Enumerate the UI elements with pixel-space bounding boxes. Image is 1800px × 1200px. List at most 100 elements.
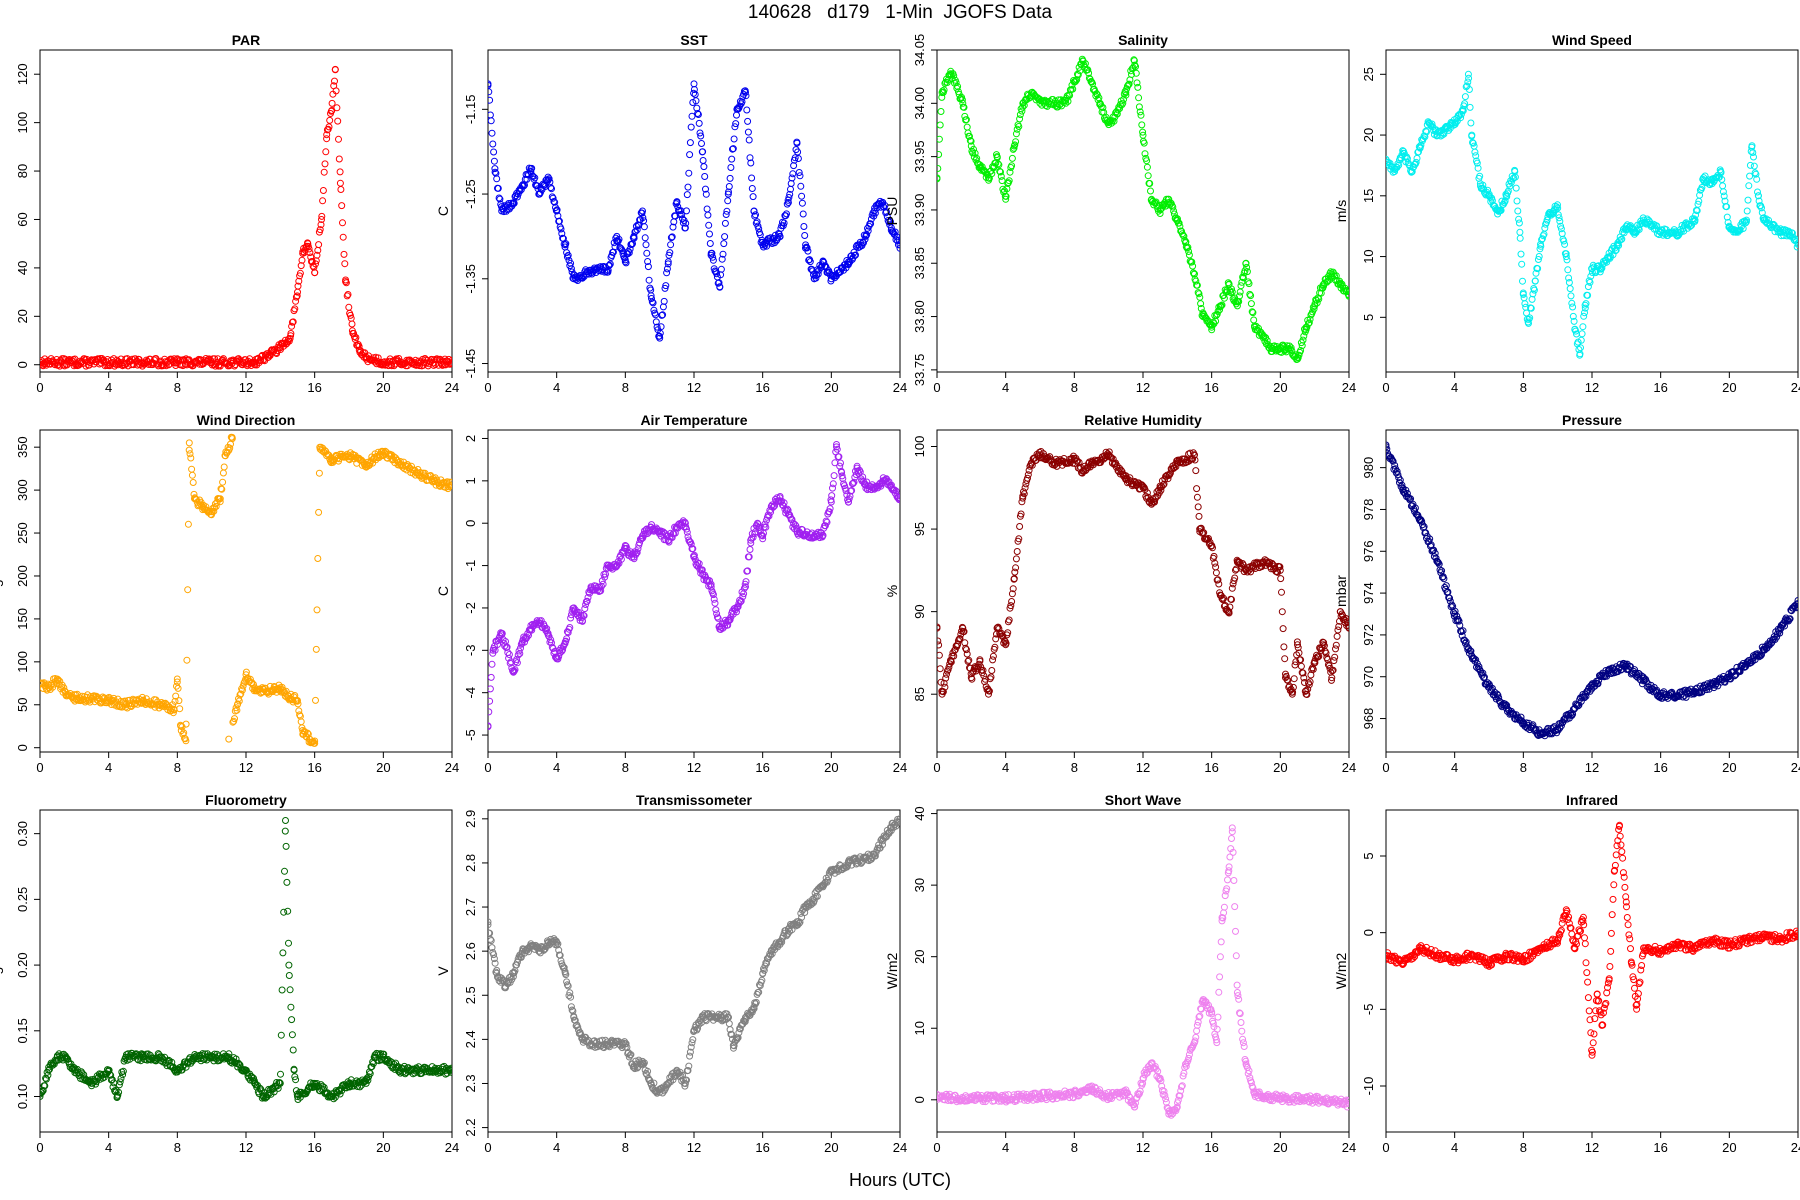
data-point: [1143, 157, 1151, 165]
data-point: [829, 484, 836, 492]
data-point: [1700, 174, 1708, 182]
y-axis-label: C: [435, 206, 451, 216]
data-point: [220, 463, 228, 471]
data-point: [513, 659, 521, 667]
data-point: [690, 89, 698, 97]
plot-frame: [936, 429, 1350, 753]
x-tick-label: 20: [1273, 380, 1287, 395]
data-point: [1105, 121, 1113, 129]
data-point: [1395, 161, 1403, 169]
data-point: [1300, 332, 1308, 340]
data-point: [959, 99, 967, 107]
data-point: [847, 487, 855, 495]
data-point: [728, 155, 736, 163]
y-tick-label: 33.75: [912, 354, 927, 387]
data-point: [746, 154, 754, 162]
data-point: [758, 531, 766, 539]
data-point: [1132, 69, 1140, 77]
data-point: [687, 540, 695, 548]
data-point: [681, 224, 689, 232]
data-point: [544, 176, 552, 184]
data-point: [1015, 535, 1023, 543]
data-point: [781, 505, 789, 513]
data-point: [783, 210, 790, 218]
data-point: [448, 482, 452, 490]
data-point: [1617, 236, 1625, 244]
y-tick-label: 100: [15, 112, 30, 134]
data-point: [709, 256, 717, 264]
y-tick-label: -1.45: [463, 349, 478, 379]
data-point: [720, 240, 728, 248]
plot-pressure: Pressurembar0481216202496897097297497697…: [1333, 412, 1800, 775]
data-point: [1694, 200, 1702, 208]
data-point: [544, 173, 552, 181]
data-point: [1133, 79, 1141, 87]
data-point: [954, 83, 962, 90]
x-tick-label: 4: [105, 760, 112, 775]
data-point: [491, 165, 499, 173]
data-point: [40, 1089, 46, 1097]
data-point: [488, 129, 496, 137]
data-point: [1777, 625, 1785, 633]
data-point: [488, 88, 493, 96]
data-point: [1746, 172, 1754, 180]
x-tick-label: 20: [1722, 760, 1736, 775]
data-point: [505, 651, 513, 658]
data-point: [641, 234, 649, 242]
data-point: [1119, 99, 1127, 107]
data-point: [336, 168, 344, 176]
data-point: [991, 643, 999, 651]
data-point: [1459, 627, 1467, 635]
data-point: [721, 233, 729, 241]
data-point: [828, 492, 836, 500]
data-point: [1088, 459, 1095, 467]
y-tick-label: 0.10: [15, 1084, 30, 1109]
data-point: [1143, 163, 1151, 171]
data-point: [199, 503, 207, 511]
data-point: [1345, 291, 1349, 299]
data-point: [570, 604, 578, 612]
data-point: [1344, 290, 1349, 298]
x-tick-label: 24: [445, 760, 459, 775]
data-point: [1247, 292, 1255, 300]
data-point: [1250, 316, 1258, 324]
data-point: [1216, 302, 1224, 310]
data-point: [678, 210, 686, 218]
y-tick-label: 15: [1361, 189, 1376, 203]
data-point: [580, 612, 588, 620]
data-point: [548, 185, 555, 193]
x-tick-label: 8: [622, 380, 629, 395]
data-point: [887, 481, 895, 489]
data-point: [1409, 500, 1417, 508]
x-tick-label: 4: [1002, 380, 1009, 395]
data-point: [510, 199, 518, 206]
data-point: [810, 275, 818, 283]
plot-title: Pressure: [1562, 412, 1622, 428]
data-point: [310, 263, 318, 271]
data-point: [1720, 192, 1728, 200]
data-point: [320, 168, 328, 176]
data-point: [1568, 299, 1576, 307]
data-point: [189, 479, 197, 486]
data-point: [1193, 493, 1201, 501]
data-point: [827, 275, 835, 283]
data-point: [804, 247, 812, 255]
data-point: [784, 199, 792, 206]
data-point: [1455, 617, 1463, 625]
data-point: [1072, 77, 1080, 85]
data-point: [997, 168, 1004, 176]
data-point: [202, 503, 210, 511]
data-point: [694, 111, 702, 118]
data-point: [1192, 277, 1200, 285]
data-point: [287, 332, 295, 340]
data-point: [448, 478, 452, 486]
data-point: [1297, 656, 1305, 664]
data-point: [108, 1076, 116, 1084]
data-point: [956, 635, 964, 642]
data-point: [1170, 464, 1178, 472]
y-tick-label: 0.30: [15, 821, 30, 846]
data-point: [516, 650, 524, 657]
data-point: [689, 545, 697, 553]
data-point: [1386, 445, 1391, 453]
